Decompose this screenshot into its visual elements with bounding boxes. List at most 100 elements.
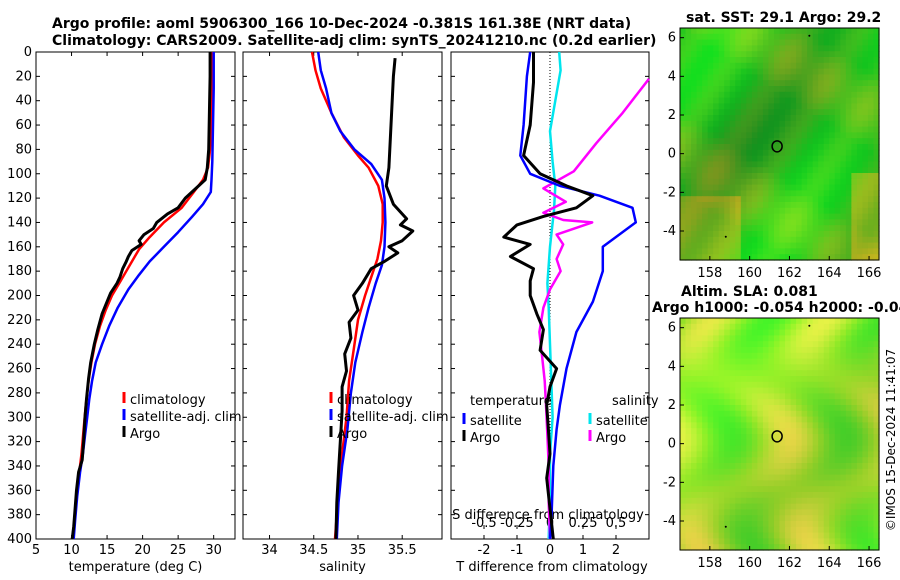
map-cell bbox=[873, 68, 880, 75]
map-cell bbox=[801, 405, 808, 412]
map-cell bbox=[779, 474, 786, 481]
map-cell bbox=[867, 173, 875, 180]
map-cell bbox=[740, 184, 747, 191]
map-cell bbox=[757, 138, 764, 145]
map-cell bbox=[812, 538, 819, 545]
map-cell bbox=[818, 434, 825, 441]
map-cell bbox=[740, 219, 747, 226]
map-cell bbox=[812, 323, 819, 331]
map-cell bbox=[724, 422, 731, 429]
map-cell bbox=[724, 86, 731, 93]
map-cell bbox=[762, 74, 770, 81]
map-cell bbox=[856, 91, 864, 99]
map-cell bbox=[834, 532, 841, 539]
map-cell bbox=[718, 45, 725, 52]
map-cell bbox=[812, 335, 819, 342]
map-cell bbox=[807, 405, 814, 412]
map-cell bbox=[812, 120, 819, 128]
map-cell bbox=[851, 521, 858, 528]
map-cell bbox=[807, 173, 814, 180]
map-cell bbox=[856, 74, 864, 81]
map-cell bbox=[829, 474, 836, 481]
map-cell bbox=[740, 225, 747, 232]
map-cell bbox=[751, 335, 758, 342]
map-cell bbox=[751, 474, 758, 481]
map-cell bbox=[751, 45, 758, 52]
map-cell bbox=[707, 236, 714, 244]
map-cell bbox=[790, 39, 797, 46]
map-cell bbox=[812, 144, 819, 151]
map-cell bbox=[724, 254, 731, 261]
map-cell bbox=[790, 352, 797, 360]
map-cell bbox=[751, 120, 758, 128]
map-cell bbox=[680, 503, 687, 510]
map-cell bbox=[785, 91, 792, 99]
map-cell bbox=[862, 91, 869, 99]
map-cell bbox=[823, 335, 830, 342]
map-cell bbox=[862, 219, 869, 226]
map-cell bbox=[851, 120, 858, 128]
map-cell bbox=[856, 532, 864, 539]
map-cell bbox=[724, 492, 731, 499]
map-cell bbox=[691, 126, 698, 133]
map-cell bbox=[862, 207, 869, 215]
map-cell bbox=[751, 213, 758, 220]
y-tick-label: 340 bbox=[7, 459, 32, 474]
map-cell bbox=[751, 132, 758, 139]
map-cell bbox=[702, 207, 709, 215]
map-cell bbox=[840, 86, 847, 93]
map-cell bbox=[840, 428, 847, 435]
map-cell bbox=[718, 521, 725, 528]
map-cell bbox=[779, 370, 786, 377]
series-line-temperature-argo bbox=[502, 52, 595, 540]
map-cell bbox=[735, 532, 742, 539]
map-cell bbox=[696, 387, 703, 394]
map-cell bbox=[779, 358, 786, 365]
map-cell bbox=[696, 352, 703, 360]
map-cell bbox=[685, 115, 692, 122]
x-tick-label: -1 bbox=[511, 543, 524, 558]
map-cell bbox=[762, 347, 770, 354]
map-cell bbox=[746, 80, 753, 87]
map-cell bbox=[685, 364, 692, 371]
map-cell bbox=[801, 74, 808, 81]
map-cell bbox=[691, 138, 698, 145]
map-cell bbox=[845, 445, 852, 452]
map-cell bbox=[740, 341, 747, 348]
map-cell bbox=[724, 526, 731, 534]
map-cell bbox=[867, 445, 875, 452]
map-cell bbox=[796, 410, 803, 418]
map-cell bbox=[740, 405, 747, 412]
map-cell bbox=[680, 416, 687, 423]
map-cell bbox=[773, 416, 781, 423]
map-cell bbox=[685, 68, 692, 75]
map-cell bbox=[685, 39, 692, 46]
map-cell bbox=[845, 451, 852, 458]
map-cell bbox=[796, 463, 803, 470]
map-cell bbox=[685, 486, 692, 493]
map-cell bbox=[740, 358, 747, 365]
map-cell bbox=[773, 451, 781, 458]
map-cell bbox=[713, 544, 720, 551]
series-line-satellite-adj-clim bbox=[316, 51, 387, 540]
map-cell bbox=[718, 381, 725, 389]
map-cell bbox=[713, 474, 720, 481]
map-cell bbox=[773, 370, 781, 377]
map-cell bbox=[812, 347, 819, 354]
map-cell bbox=[801, 202, 808, 209]
map-cell bbox=[845, 318, 852, 325]
map-y-tick-label: -4 bbox=[663, 224, 676, 239]
map-cell bbox=[812, 468, 819, 476]
map-cell bbox=[856, 86, 864, 93]
map-cell bbox=[768, 329, 775, 336]
map-cell bbox=[740, 80, 747, 87]
map-cell bbox=[790, 28, 797, 35]
map-cell bbox=[751, 97, 758, 104]
map-cell bbox=[851, 480, 858, 487]
map-cell bbox=[735, 231, 742, 238]
map-cell bbox=[762, 190, 770, 197]
map-cell bbox=[856, 254, 864, 261]
map-cell bbox=[768, 370, 775, 377]
map-cell bbox=[735, 399, 742, 406]
map-cell bbox=[845, 126, 852, 133]
